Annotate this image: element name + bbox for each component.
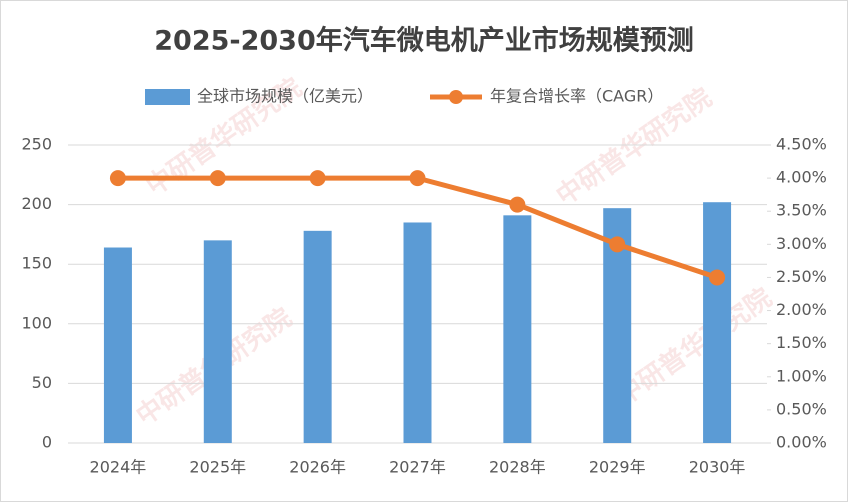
y2-tick-label: 4.00% <box>776 168 827 187</box>
x-tick-label: 2027年 <box>389 458 446 477</box>
y-tick-label: 150 <box>21 254 52 273</box>
y2-tick-label: 0.50% <box>776 399 827 418</box>
y-tick-label: 100 <box>21 313 52 332</box>
y-tick-label: 200 <box>21 194 52 213</box>
x-tick-label: 2029年 <box>589 458 646 477</box>
y2-tick-label: 1.50% <box>776 333 827 352</box>
line-marker <box>709 269 726 286</box>
x-tick-label: 2028年 <box>489 458 546 477</box>
line-marker <box>609 236 626 253</box>
x-tick-label: 2030年 <box>689 458 746 477</box>
bar <box>503 215 532 443</box>
line-marker <box>209 170 226 187</box>
y-tick-label: 50 <box>32 373 52 392</box>
legend-swatch <box>449 90 463 104</box>
y-tick-label: 250 <box>21 135 52 154</box>
x-tick-label: 2025年 <box>189 458 246 477</box>
x-tick-label: 2024年 <box>90 458 147 477</box>
chart-title: 2025-2030年汽车微电机产业市场规模预测 <box>154 25 694 57</box>
legend-swatch <box>145 89 190 105</box>
bar <box>703 202 732 443</box>
line-marker <box>409 170 426 187</box>
y2-tick-label: 2.50% <box>776 267 827 286</box>
bar <box>103 247 132 443</box>
legend-label: 年复合增长率（CAGR） <box>490 87 663 106</box>
y2-tick-label: 3.50% <box>776 201 827 220</box>
line-marker <box>109 170 126 187</box>
bar <box>303 230 332 443</box>
y2-tick-label: 1.00% <box>776 366 827 385</box>
line-marker <box>509 196 526 213</box>
y2-tick-label: 4.50% <box>776 135 827 154</box>
y-tick-label: 0 <box>42 433 52 452</box>
x-tick-label: 2026年 <box>289 458 346 477</box>
bar <box>403 222 432 443</box>
legend-label: 全球市场规模（亿美元） <box>197 87 373 106</box>
y2-tick-label: 0.00% <box>776 433 827 452</box>
y2-tick-label: 3.00% <box>776 234 827 253</box>
bar <box>203 240 232 443</box>
y2-tick-label: 2.00% <box>776 300 827 319</box>
line-marker <box>309 170 326 187</box>
